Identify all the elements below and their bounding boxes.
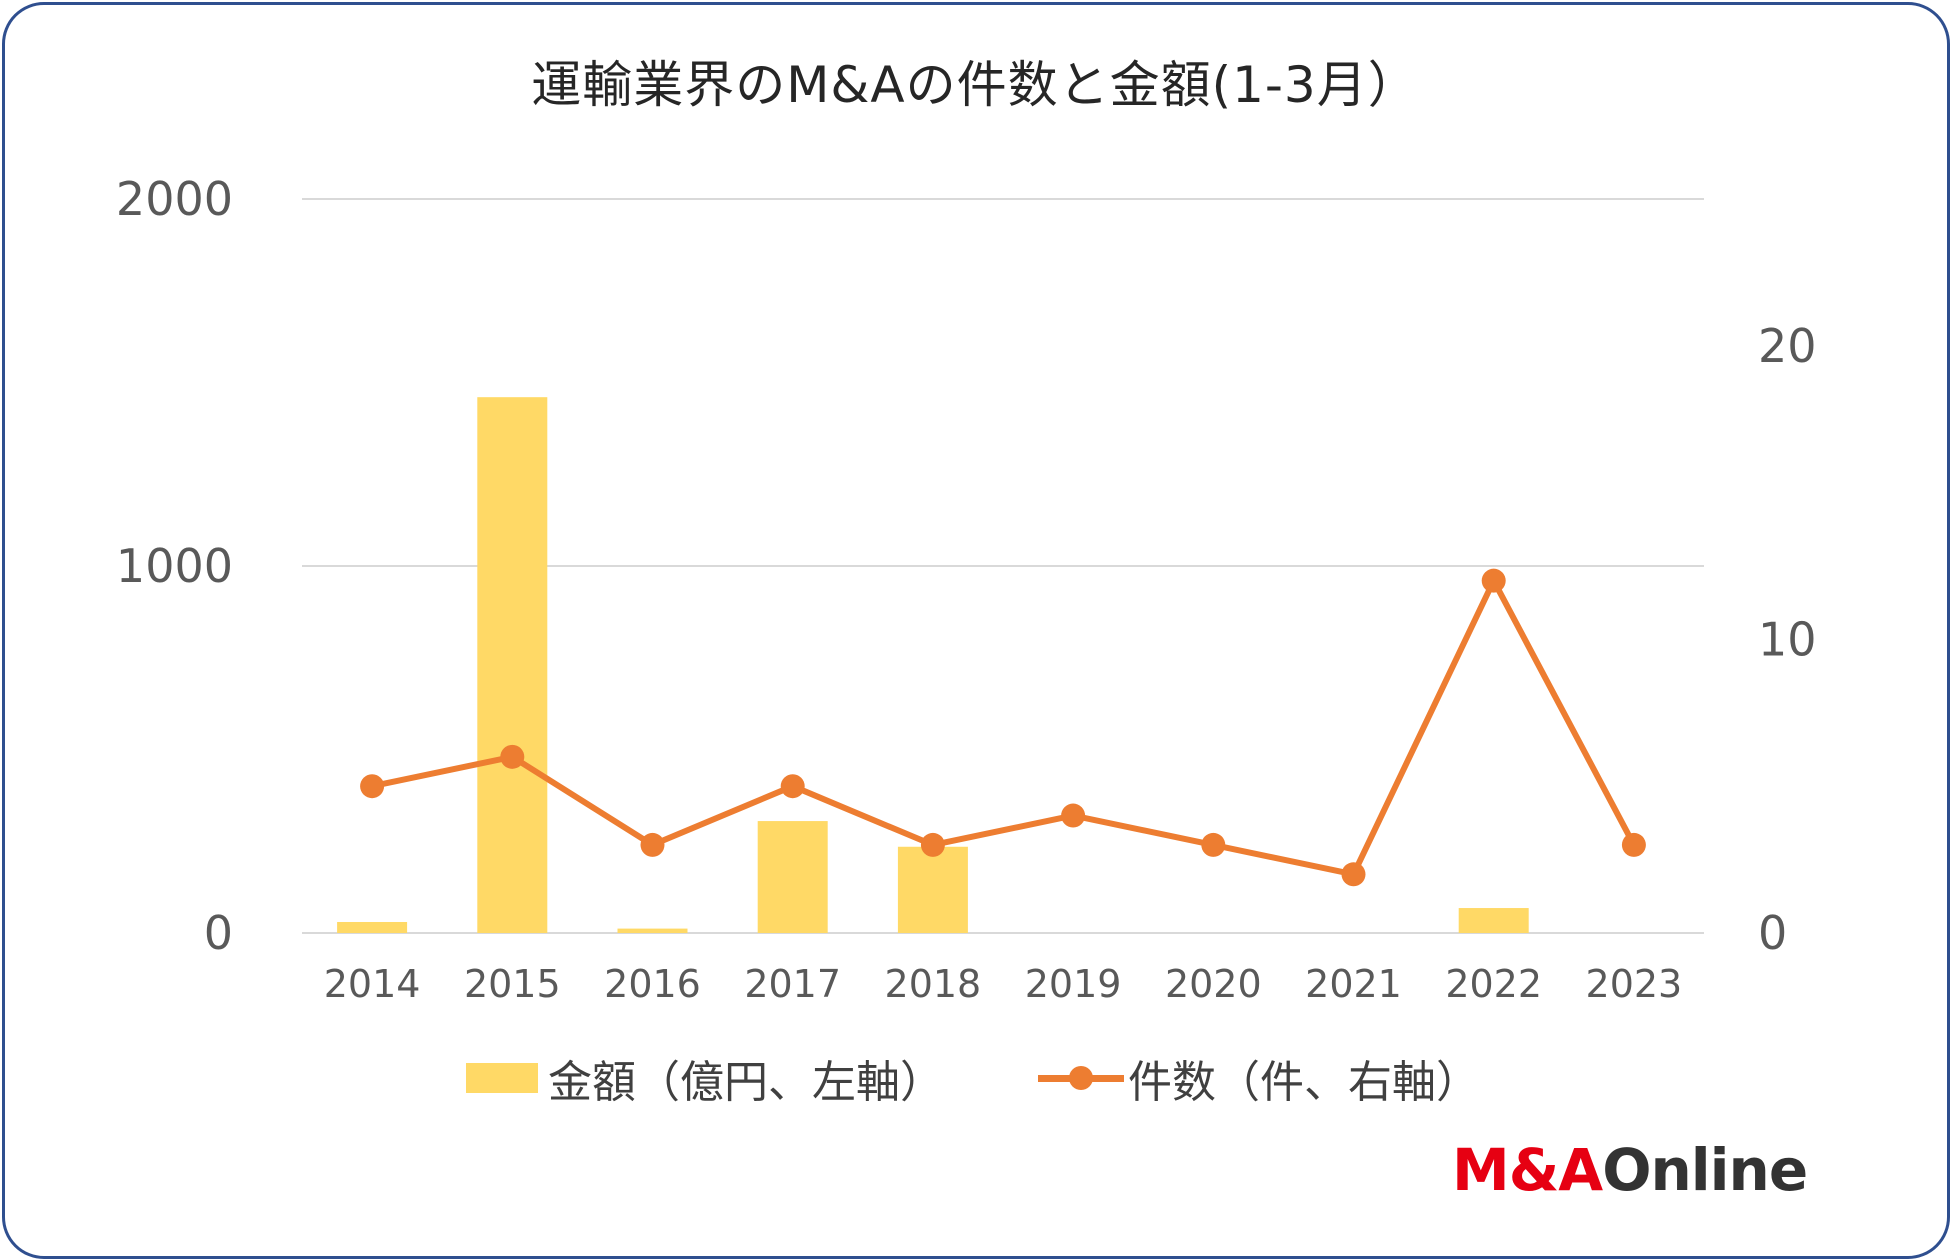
logo-part-online: Online xyxy=(1602,1136,1808,1204)
legend-line-swatch xyxy=(1038,1058,1124,1098)
legend-item-count: 件数（件、右軸） xyxy=(1038,1048,1480,1108)
count-point-2023 xyxy=(1621,832,1646,857)
bar-2017 xyxy=(757,821,828,933)
x-tick-2017: 2017 xyxy=(744,962,841,1006)
left-axis: 0 1000 2000 xyxy=(116,172,233,960)
legend-bar-swatch xyxy=(466,1063,538,1093)
left-tick-1000: 1000 xyxy=(116,539,233,593)
count-point-2021 xyxy=(1341,862,1366,887)
count-point-2016 xyxy=(640,832,665,857)
ma-online-logo: M&AOnline xyxy=(1452,1136,1808,1204)
chart-title: 運輸業界のM&Aの件数と金額(1-3月） xyxy=(531,56,1419,114)
bar-2018 xyxy=(897,846,968,933)
count-point-2020 xyxy=(1201,832,1226,857)
count-point-2019 xyxy=(1061,803,1086,828)
bar-2014 xyxy=(337,921,408,933)
right-tick-20: 20 xyxy=(1758,319,1817,373)
bar-2015 xyxy=(477,397,548,933)
count-point-2017 xyxy=(780,774,805,799)
right-axis: 0 10 20 xyxy=(1758,319,1817,960)
left-tick-2000: 2000 xyxy=(116,172,233,226)
right-tick-0: 0 xyxy=(1758,906,1787,960)
legend: 金額（億円、左軸） 件数（件、右軸） xyxy=(0,1048,1950,1108)
legend-label-amount: 金額（億円、左軸） xyxy=(548,1057,944,1108)
x-tick-2015: 2015 xyxy=(464,962,561,1006)
legend-label-count: 件数（件、右軸） xyxy=(1128,1057,1480,1108)
legend-item-amount: 金額（億円、左軸） xyxy=(466,1048,944,1108)
right-tick-10: 10 xyxy=(1758,612,1817,666)
x-tick-2022: 2022 xyxy=(1445,962,1542,1006)
x-tick-2016: 2016 xyxy=(604,962,701,1006)
count-point-2018 xyxy=(920,832,945,857)
bar-series xyxy=(337,397,1529,933)
x-tick-2023: 2023 xyxy=(1586,962,1683,1006)
count-point-2014 xyxy=(360,774,385,799)
count-line xyxy=(371,577,1637,878)
x-tick-2019: 2019 xyxy=(1025,962,1122,1006)
left-tick-0: 0 xyxy=(204,906,233,960)
count-point-2015 xyxy=(500,744,525,769)
bar-2022 xyxy=(1458,908,1529,933)
x-tick-2018: 2018 xyxy=(885,962,982,1006)
x-tick-2020: 2020 xyxy=(1165,962,1262,1006)
line-series xyxy=(360,568,1646,887)
x-axis: 2014 2015 2016 2017 2018 2019 2020 2021 2022 2023 xyxy=(324,962,1683,1006)
count-point-2022 xyxy=(1481,568,1506,593)
x-tick-2021: 2021 xyxy=(1305,962,1402,1006)
logo-part-ma: M&A xyxy=(1452,1136,1603,1204)
x-tick-2014: 2014 xyxy=(324,962,421,1006)
bar-2016 xyxy=(617,928,688,933)
